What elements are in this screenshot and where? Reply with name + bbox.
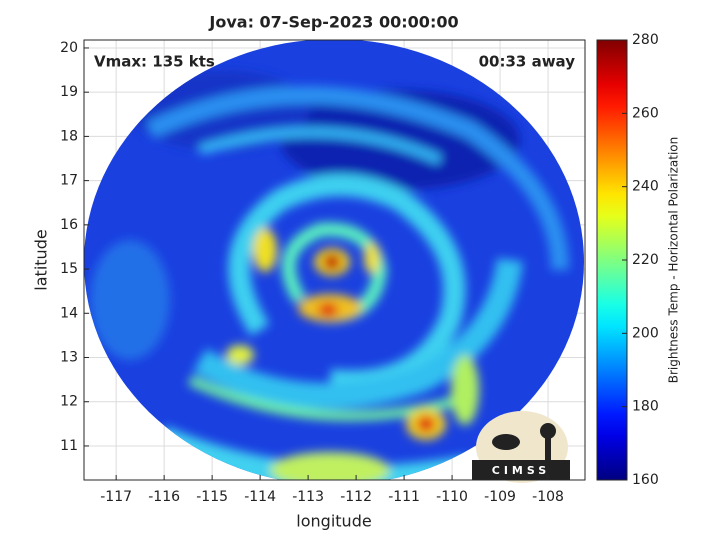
x-tick-label: -114 <box>244 489 276 505</box>
y-axis-label: latitude <box>32 229 51 290</box>
y-tick-label: 14 <box>60 305 78 321</box>
colorbar-tick-label: 200 <box>632 325 659 341</box>
y-tick-label: 11 <box>60 438 78 454</box>
x-axis-label: longitude <box>296 512 371 531</box>
annotation: 00:33 away <box>479 53 576 71</box>
logo-text: CIMSS <box>492 464 550 477</box>
y-tick-label: 20 <box>60 40 78 56</box>
chart-title: Jova: 07-Sep-2023 00:00:00 <box>208 13 458 32</box>
storm-image <box>84 40 584 480</box>
colorbar-tick-label: 220 <box>632 252 659 268</box>
y-tick-label: 12 <box>60 394 78 410</box>
colorbar-tick-label: 280 <box>632 32 659 48</box>
y-tick-label: 16 <box>60 217 78 233</box>
x-tick-label: -116 <box>148 489 180 505</box>
x-tick-label: -110 <box>436 489 468 505</box>
colorbar-tick-label: 160 <box>632 472 659 488</box>
y-tick-label: 19 <box>60 84 78 100</box>
colorbar-tick-label: 180 <box>632 399 659 415</box>
y-tick-label: 17 <box>60 173 78 189</box>
annotation: Vmax: 135 kts <box>94 53 215 71</box>
x-tick-label: -117 <box>100 489 132 505</box>
plot-frame <box>83 39 586 481</box>
x-tick-label: -113 <box>292 489 324 505</box>
x-tick-label: -112 <box>340 489 372 505</box>
x-tick-label: -108 <box>532 489 564 505</box>
y-tick-label: 13 <box>60 350 78 366</box>
colorbar-label: Brightness Temp - Horizontal Polarizatio… <box>667 137 681 384</box>
y-tick-label: 15 <box>60 261 78 277</box>
x-tick-label: -111 <box>388 489 420 505</box>
x-tick-label: -109 <box>484 489 516 505</box>
colorbar-tick-label: 260 <box>632 105 659 121</box>
x-tick-label: -115 <box>196 489 228 505</box>
y-tick-label: 18 <box>60 128 78 144</box>
cimss-logo: CIMSS <box>472 411 570 483</box>
colorbar-tick-label: 240 <box>632 179 659 195</box>
